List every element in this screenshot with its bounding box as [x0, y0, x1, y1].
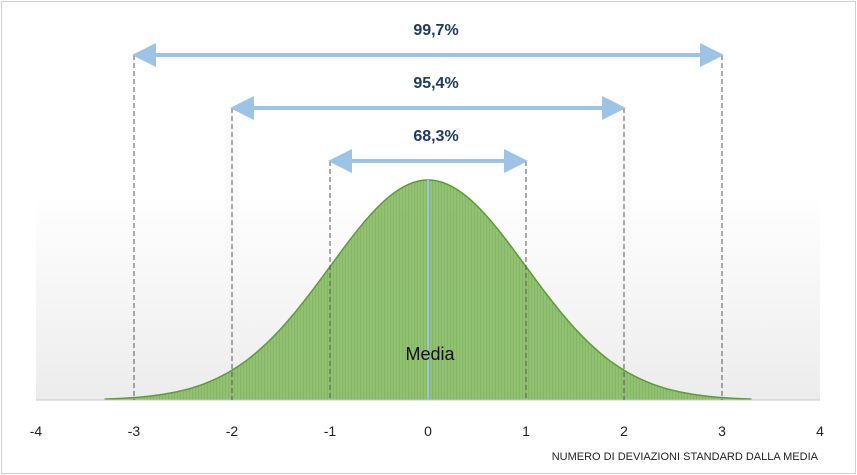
sigma-2-percentage-label: 95,4% [413, 75, 458, 92]
sigma-3-percentage-label: 99,7% [413, 22, 458, 39]
x-tick-label: 4 [816, 423, 824, 439]
sigma-1-percentage-label: 68,3% [413, 128, 458, 145]
x-tick-label: 1 [522, 423, 530, 439]
x-tick-label: -4 [30, 423, 43, 439]
x-axis-title: NUMERO DI DEVIAZIONI STANDARD DALLA MEDI… [552, 451, 819, 463]
x-tick-label: -2 [226, 423, 239, 439]
mean-label: Media [405, 344, 455, 364]
x-tick-label: 3 [718, 423, 726, 439]
x-tick-label: 2 [620, 423, 628, 439]
x-tick-label: -3 [128, 423, 141, 439]
x-tick-label: 0 [424, 423, 432, 439]
x-tick-label: -1 [324, 423, 337, 439]
